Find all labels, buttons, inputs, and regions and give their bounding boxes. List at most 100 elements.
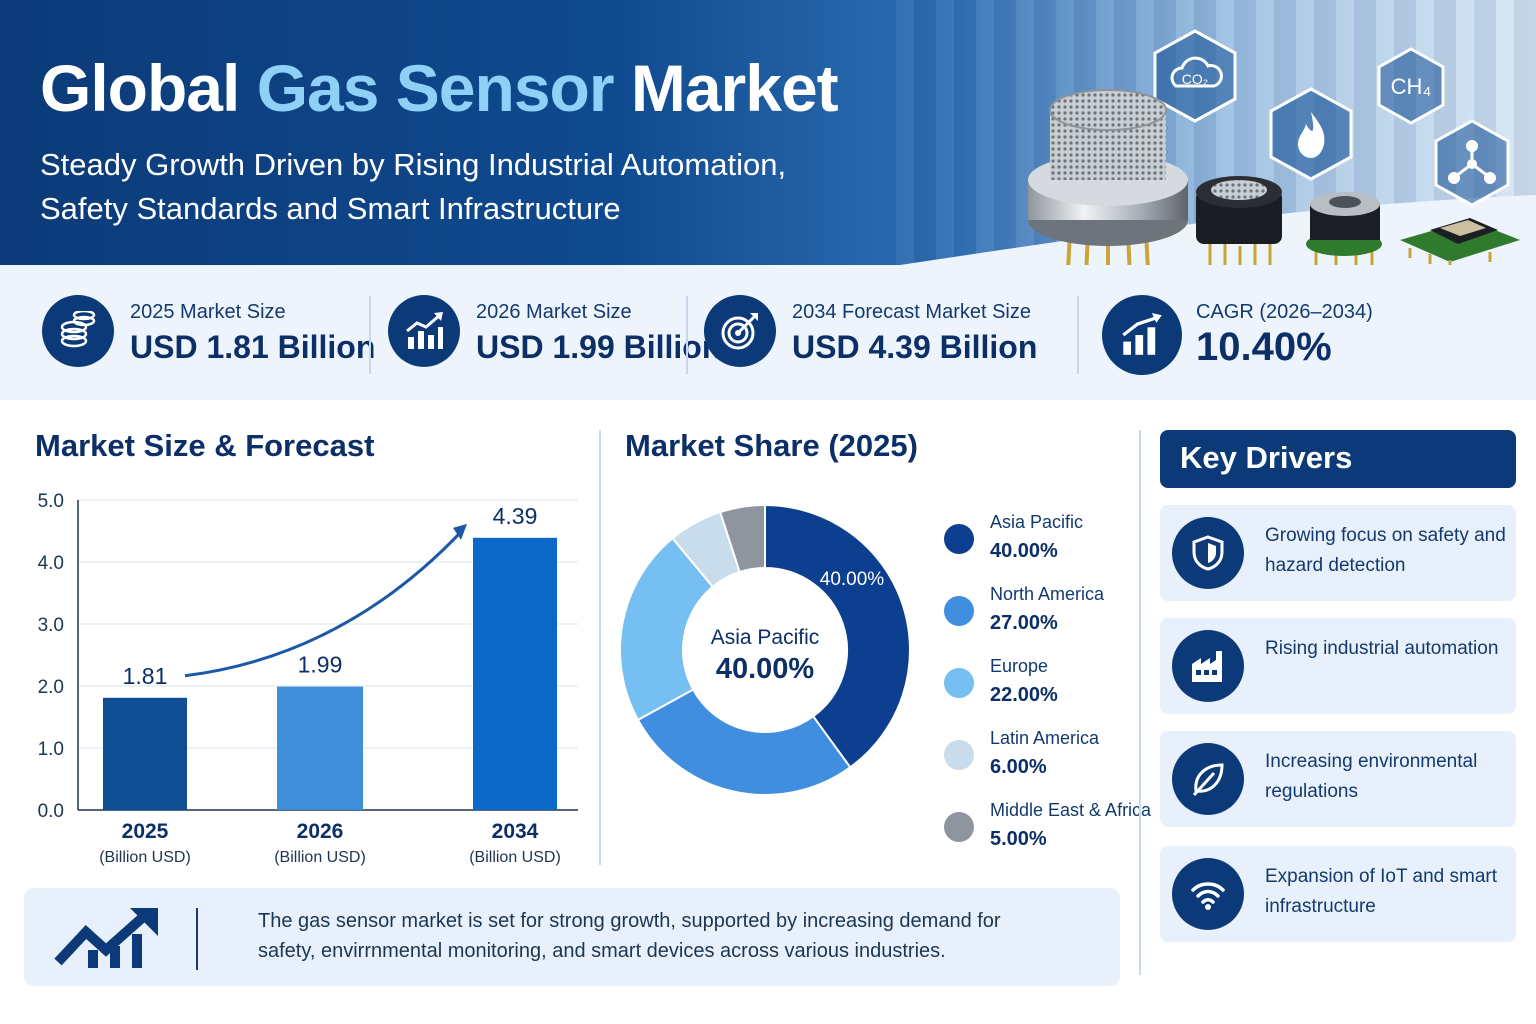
stat-value: USD 1.81 Billion	[130, 329, 376, 365]
donut-center-label: Asia Pacific	[711, 626, 820, 649]
y-tick-label: 3.0	[38, 615, 64, 636]
market-share-donut-chart: 40.00% Asia Pacific 40.00%	[619, 503, 911, 796]
section-divider	[599, 430, 601, 865]
y-tick-label: 4.0	[38, 553, 64, 574]
x-tick-label: 2026	[297, 820, 344, 843]
stat-label: 2034 Forecast Market Size	[792, 301, 1031, 323]
legend-name: Middle East & Africa	[990, 800, 1152, 820]
wifi-icon	[1172, 858, 1244, 930]
section-divider	[1139, 430, 1141, 975]
y-tick-label: 2.0	[38, 677, 64, 698]
driver-text: Expansion of IoT and smart infrastructur…	[1265, 866, 1497, 917]
smd-sensor-chip	[1400, 218, 1520, 265]
legend-name: North America	[990, 584, 1105, 604]
stat-value: USD 1.99 Billion	[476, 329, 722, 365]
bar-growth-icon	[1102, 295, 1182, 375]
legend-swatch	[944, 740, 974, 770]
y-tick-label: 0.0	[38, 801, 64, 822]
data-label: 1.99	[298, 652, 343, 678]
stat-divider	[369, 296, 371, 374]
stat-label: 2025 Market Size	[130, 301, 286, 323]
metal-can-sensor	[1028, 89, 1188, 265]
driver-text: Growing focus on safety and hazard detec…	[1265, 525, 1506, 576]
header-wave	[0, 195, 1536, 265]
trend-arrow	[184, 528, 465, 678]
shield-icon	[1172, 517, 1244, 589]
pcb-sensor	[1306, 192, 1382, 265]
header-banner: Global Gas Sensor Market Steady Growth D…	[0, 0, 1536, 265]
leaf-icon	[1172, 743, 1244, 815]
bar-2025	[103, 697, 187, 810]
svg-text:CH₄: CH₄	[1391, 74, 1432, 99]
molecule-icon	[1434, 119, 1510, 207]
legend-value: 22.00%	[990, 684, 1058, 706]
summary-text: The gas sensor market is set for strong …	[258, 910, 1001, 962]
ch4-icon: CH₄	[1377, 47, 1445, 125]
x-tick-label: 2034	[492, 820, 539, 843]
legend-item: Asia Pacific 40.00%	[940, 510, 1140, 570]
flame-icon	[1269, 87, 1353, 181]
y-tick-label: 1.0	[38, 739, 64, 760]
stat-value: 10.40%	[1196, 325, 1332, 369]
page-subtitle: Steady Growth Driven by Rising Industria…	[40, 147, 787, 226]
slice-middle-east-africa	[718, 503, 766, 574]
target-icon	[704, 295, 776, 367]
driver-safety: Growing focus on safety and hazard detec…	[1160, 505, 1516, 601]
x-tick-sublabel: (Billion USD)	[274, 849, 366, 866]
black-sensor	[1196, 176, 1282, 265]
growth-chart-icon	[388, 295, 460, 367]
stat-label: CAGR (2026–2034)	[1196, 301, 1373, 323]
legend-swatch	[944, 596, 974, 626]
svg-text:CO₂: CO₂	[1182, 71, 1208, 87]
market-size-bar-chart: 0.0 1.0 2.0 3.0 4.0 5.0 1.81 2025 (Billion USD) 1…	[38, 491, 578, 866]
data-label: 1.81	[123, 663, 168, 689]
legend-swatch	[944, 812, 974, 842]
trending-up-icon	[54, 908, 158, 968]
legend-swatch	[944, 668, 974, 698]
x-tick-sublabel: (Billion USD)	[99, 849, 191, 866]
legend-name: Asia Pacific	[990, 512, 1084, 532]
legend-item: Europe 22.00%	[940, 654, 1140, 714]
trend-arrowhead	[453, 523, 467, 540]
legend-value: 27.00%	[990, 612, 1058, 634]
summary-divider	[196, 908, 198, 970]
key-drivers-header: Key Drivers	[1160, 430, 1516, 488]
stat-divider	[1077, 296, 1079, 374]
page-title: Global Gas Sensor Market	[40, 51, 839, 125]
legend-name: Latin America	[990, 728, 1100, 748]
stat-divider	[686, 296, 688, 374]
legend-value: 6.00%	[990, 756, 1047, 778]
driver-iot: Expansion of IoT and smart infrastructur…	[1160, 846, 1516, 942]
driver-automation: Rising industrial automation	[1160, 618, 1516, 714]
slice-label: 40.00%	[820, 569, 885, 590]
legend-item: North America 27.00%	[940, 582, 1140, 642]
bar-2026	[277, 686, 363, 810]
driver-text: Increasing environmental regulations	[1265, 751, 1478, 802]
co2-cloud-icon: CO₂	[1153, 29, 1237, 123]
x-tick-sublabel: (Billion USD)	[469, 849, 561, 866]
driver-environment: Increasing environmental regulations	[1160, 731, 1516, 827]
x-tick-label: 2025	[122, 820, 169, 843]
legend-value: 40.00%	[990, 540, 1058, 562]
coins-icon	[42, 295, 114, 367]
gas-sensor-devices-image	[1028, 89, 1520, 265]
donut-center-value: 40.00%	[716, 653, 815, 685]
factory-icon	[1172, 630, 1244, 702]
driver-text: Rising industrial automation	[1265, 638, 1499, 659]
market-share-title: Market Share (2025)	[625, 428, 918, 463]
summary-banner: The gas sensor market is set for strong …	[24, 888, 1120, 986]
stat-value: USD 4.39 Billion	[792, 329, 1038, 365]
key-drivers-title: Key Drivers	[1180, 440, 1353, 475]
legend-name: Europe	[990, 656, 1049, 676]
slice-asia-pacific	[764, 503, 911, 769]
legend-swatch	[944, 524, 974, 554]
stat-label: 2026 Market Size	[476, 301, 632, 323]
y-tick-label: 5.0	[38, 491, 64, 512]
market-size-title: Market Size & Forecast	[35, 428, 375, 463]
legend-value: 5.00%	[990, 828, 1047, 850]
bar-2034	[473, 537, 557, 810]
slice-north-america	[636, 688, 852, 796]
legend-item: Middle East & Africa 5.00%	[940, 798, 1151, 858]
data-label: 4.39	[493, 503, 538, 529]
legend-item: Latin America 6.00%	[940, 726, 1140, 786]
